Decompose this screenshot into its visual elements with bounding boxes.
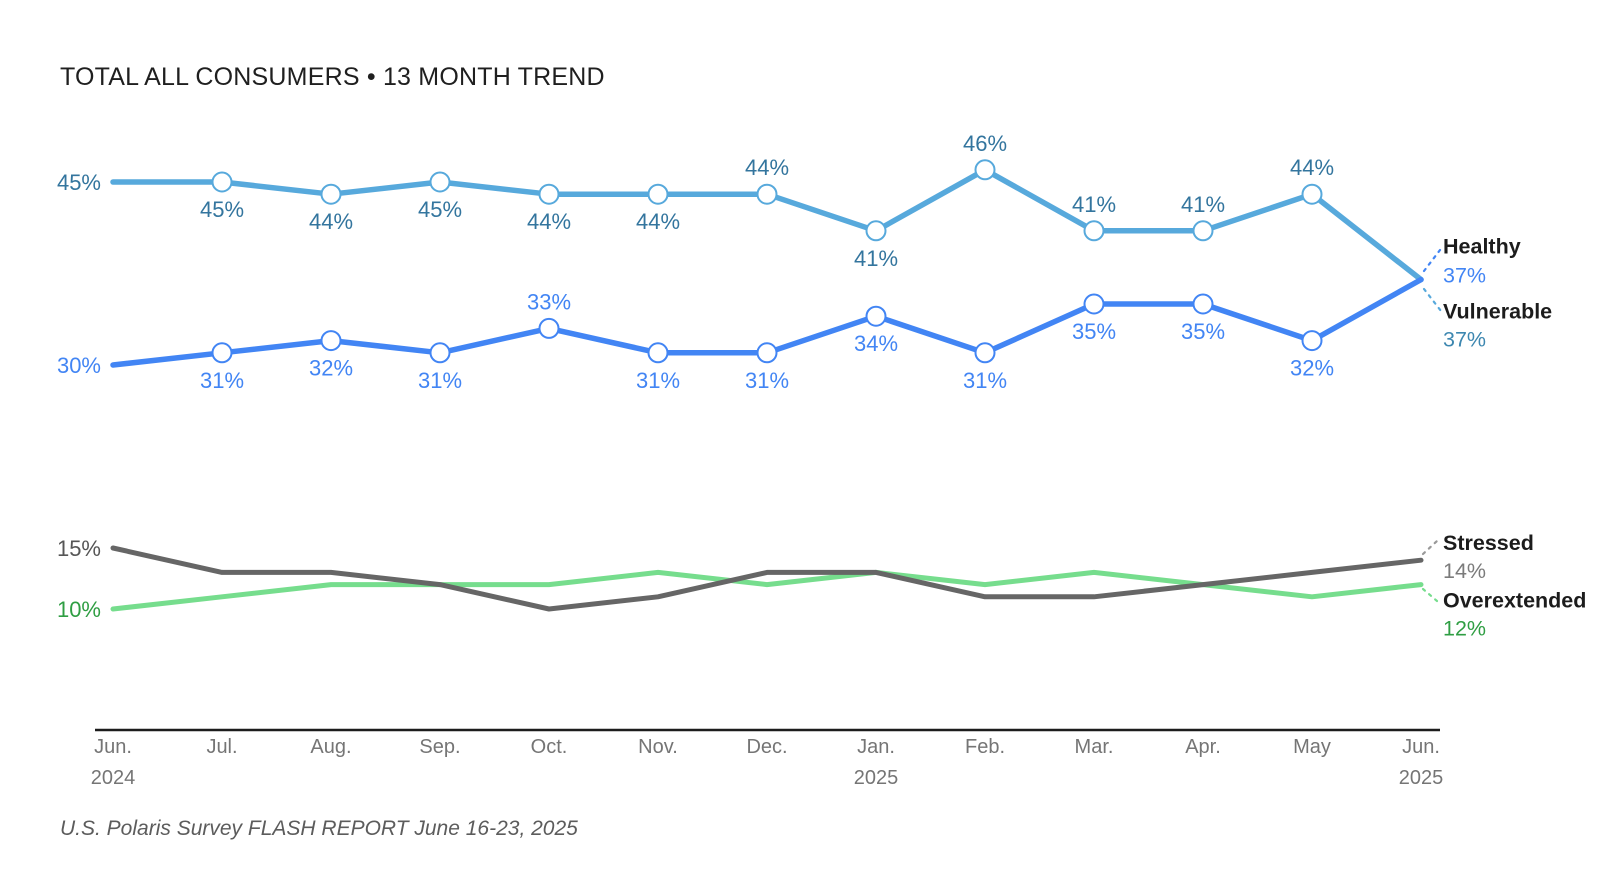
healthy-value-label: 41% [1072,192,1116,217]
healthy-point-marker [538,183,560,205]
vulnerable-value-label: 30% [57,353,101,378]
x-axis-year-label: 2024 [91,767,136,789]
vulnerable-value-label: 32% [309,356,353,381]
legend-vulnerable-value: 37% [1443,328,1486,352]
vulnerable-value-label: 31% [418,368,462,393]
vulnerable-value-label: 31% [963,368,1007,393]
x-axis-month-label: Oct. [531,736,568,758]
healthy-value-label: 46% [963,131,1007,156]
vulnerable-value-label: 35% [1072,319,1116,344]
stressed-value-label: 15% [57,536,101,561]
legend-overextended-value: 12% [1443,617,1486,641]
vulnerable-value-label: 31% [200,368,244,393]
x-axis-month-label: Jan. [857,736,895,758]
vulnerable-point-marker [538,317,560,339]
x-axis-month-label: May [1293,736,1331,758]
x-axis-month-label: Aug. [310,736,351,758]
x-axis-month-label: Dec. [746,736,787,758]
healthy-point-marker [647,183,669,205]
stressed-line [110,545,1424,612]
healthy-leader-line [1422,248,1442,273]
vulnerable-value-label: 35% [1181,319,1225,344]
healthy-point-marker [974,159,996,181]
x-axis-year-label: 2025 [1399,767,1444,789]
vulnerable-value-label: 33% [527,289,571,314]
healthy-value-label: 45% [57,170,101,195]
vulnerable-point-marker [211,342,233,364]
legend-stressed-value: 14% [1443,559,1486,583]
vulnerable-value-label: 32% [1290,356,1334,381]
legend-healthy-name: Healthy [1443,235,1521,259]
vulnerable-value-label: 34% [854,331,898,356]
vulnerable-value-label: 31% [745,368,789,393]
healthy-value-label: 44% [1290,155,1334,180]
x-axis-month-label: Jul. [206,736,237,758]
source-note: U.S. Polaris Survey FLASH REPORT June 16… [60,817,578,840]
healthy-value-label: 44% [636,209,680,234]
healthy-value-label: 41% [1181,192,1225,217]
stressed-leader-line [1421,539,1439,556]
chart-title: TOTAL ALL CONSUMERS • 13 MONTH TREND [60,63,605,91]
legend-vulnerable-name: Vulnerable [1443,300,1552,324]
overextended-line [110,569,1424,612]
healthy-point-marker [320,183,342,205]
overextended-leader-line [1421,587,1439,603]
healthy-value-label: 41% [854,246,898,271]
healthy-point-marker [429,171,451,193]
vulnerable-point-marker [1301,330,1323,352]
x-axis-month-label: Jun. [1402,736,1440,758]
legend-stressed-name: Stressed [1443,531,1534,555]
vulnerable-point-marker [865,305,887,327]
healthy-value-label: 44% [309,209,353,234]
healthy-value-label: 44% [745,155,789,180]
vulnerable-point-marker [1192,293,1214,315]
vulnerable-point-marker [1083,293,1105,315]
legend-overextended-name: Overextended [1443,589,1586,613]
vulnerable-point-marker [974,342,996,364]
healthy-point-marker [1192,220,1214,242]
overextended-value-label: 10% [57,597,101,622]
legend-healthy-value: 37% [1443,264,1486,288]
x-axis-year-label: 2025 [854,767,899,789]
x-axis-month-label: Nov. [638,736,678,758]
vulnerable-point-marker [756,342,778,364]
healthy-value-label: 45% [200,197,244,222]
vulnerable-point-marker [320,330,342,352]
x-axis-month-label: Apr. [1185,736,1221,758]
healthy-point-marker [211,171,233,193]
vulnerable-leader-line [1422,287,1443,313]
healthy-point-marker [1083,220,1105,242]
x-axis-month-label: Feb. [965,736,1005,758]
x-axis-month-label: Sep. [419,736,460,758]
healthy-point-marker [756,183,778,205]
x-axis-month-label: Jun. [94,736,132,758]
vulnerable-point-marker [647,342,669,364]
healthy-value-label: 44% [527,209,571,234]
healthy-point-marker [1301,183,1323,205]
healthy-value-label: 45% [418,197,462,222]
x-axis-month-label: Mar. [1075,736,1114,758]
healthy-point-marker [865,220,887,242]
vulnerable-value-label: 31% [636,368,680,393]
vulnerable-point-marker [429,342,451,364]
